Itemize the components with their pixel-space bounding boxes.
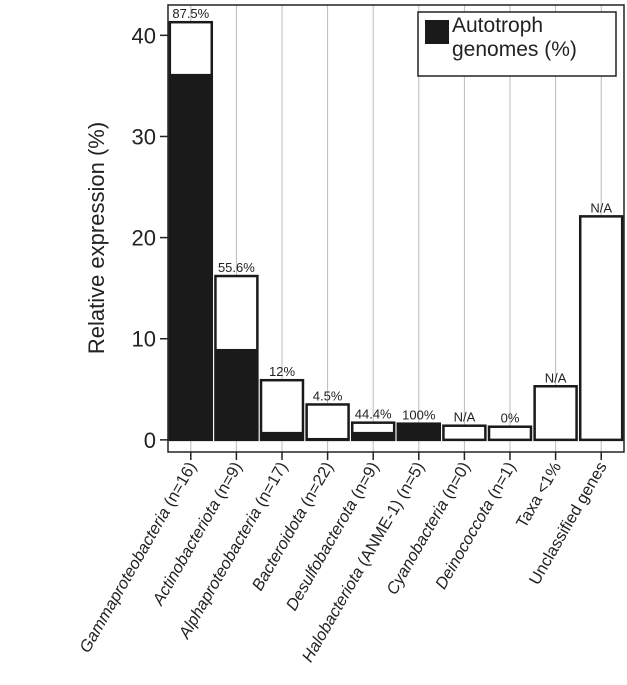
y-tick-label: 10 — [132, 327, 156, 352]
y-tick-label: 40 — [132, 23, 156, 48]
bar-outline — [396, 422, 442, 442]
bar-outline — [259, 378, 305, 442]
bar-outline — [168, 20, 214, 442]
bar-label: N/A — [454, 410, 476, 425]
x-tick-label: Bacteroidota (n=22) — [249, 459, 337, 594]
bar-label: 44.4% — [355, 407, 392, 422]
bar-segment — [580, 216, 623, 440]
bar-label: 55.6% — [218, 260, 255, 275]
legend-label: Autotroph genomes (%) — [452, 14, 577, 61]
x-tick-label: Deinococcota (n=1) — [432, 459, 519, 592]
bar-outline — [305, 403, 350, 442]
bar-segment — [169, 73, 212, 440]
x-tick-label: Taxa <1% — [513, 459, 565, 531]
bar-segment — [306, 404, 349, 438]
bar-label: N/A — [545, 370, 567, 385]
bar-label: 4.5% — [313, 388, 343, 403]
y-tick-label: 0 — [144, 428, 156, 453]
y-axis-title: Relative expression (%) — [84, 122, 109, 354]
legend-box — [417, 11, 617, 77]
x-tick-label: Cyanobacteria (n=0) — [383, 459, 474, 598]
bar-segment — [443, 425, 486, 440]
bar-segment — [397, 423, 440, 440]
bar-label: 0% — [501, 411, 520, 426]
bar-segment — [534, 386, 577, 440]
bar-label: 100% — [402, 408, 436, 423]
bar-label: 12% — [269, 364, 295, 379]
bar-segment — [352, 431, 395, 440]
bar-segment — [352, 422, 395, 432]
y-tick-label: 20 — [132, 226, 156, 251]
bar-outline — [350, 421, 396, 442]
bar-segment — [169, 22, 212, 74]
bar-label: N/A — [590, 200, 612, 215]
bar-outline — [578, 215, 624, 442]
plot-frame — [167, 4, 625, 453]
bar-outline — [533, 385, 578, 442]
bar-segment — [215, 276, 258, 349]
bar-label: 87.5% — [172, 6, 209, 21]
bar-outline — [214, 274, 259, 442]
x-tick-label: Actinobacteriota (n=9) — [149, 459, 246, 609]
bar-segment — [489, 426, 531, 440]
y-tick-label: 30 — [132, 124, 156, 149]
bar-outline — [442, 424, 487, 442]
bar-outline — [487, 425, 533, 442]
bar-segment — [261, 431, 303, 440]
legend-swatch — [425, 20, 449, 44]
bar-segment — [261, 380, 303, 432]
bar-segment — [215, 348, 258, 440]
